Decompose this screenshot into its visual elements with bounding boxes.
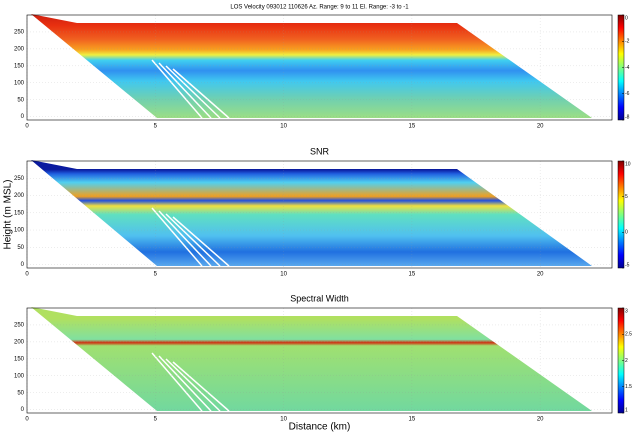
x-tick-label: 0 — [25, 417, 29, 423]
colorbar-label: 3 — [625, 308, 628, 314]
x-axis-label: Distance (km) — [289, 422, 351, 433]
y-tick-label: 100 — [14, 80, 25, 86]
y-tick-label: 200 — [14, 46, 25, 52]
y-tick-label: 250 — [14, 176, 25, 182]
y-tick-label: 150 — [14, 63, 25, 69]
colorbar-label: 1 — [625, 407, 628, 413]
y-tick-label: 50 — [17, 390, 24, 396]
y-tick-label: 0 — [21, 407, 25, 413]
panel-title: Spectral Width — [290, 293, 349, 303]
x-tick-label: 5 — [154, 124, 158, 130]
colorbar-label: 0 — [625, 15, 628, 21]
x-tick-label: 10 — [280, 417, 287, 423]
colorbar-label: -4 — [625, 65, 630, 71]
x-tick-label: 5 — [154, 272, 158, 278]
panel-title: LOS Velocity 093012 110626 Az. Range: 9 … — [230, 5, 409, 11]
panel-title: SNR — [310, 146, 330, 156]
x-tick-label: 15 — [409, 272, 416, 278]
figure: LOS Velocity 093012 110626 Az. Range: 9 … — [0, 0, 632, 434]
y-tick-label: 250 — [14, 323, 25, 329]
y-tick-label: 100 — [14, 373, 25, 379]
x-tick-label: 5 — [154, 417, 158, 423]
colorbar-label: -6 — [625, 91, 630, 97]
y-tick-label: 50 — [17, 245, 24, 251]
x-tick-label: 10 — [280, 272, 287, 278]
y-tick-label: 150 — [14, 356, 25, 362]
x-tick-label: 20 — [537, 272, 544, 278]
y-tick-label: 200 — [14, 193, 25, 199]
x-tick-label: 0 — [25, 272, 29, 278]
y-tick-label: 0 — [21, 262, 25, 268]
x-tick-label: 20 — [537, 124, 544, 130]
y-tick-label: 150 — [14, 210, 25, 216]
colorbar-label: 10 — [625, 161, 631, 167]
colorbar-label: 2.5 — [625, 332, 632, 338]
x-tick-label: 15 — [409, 124, 416, 130]
y-tick-label: 200 — [14, 339, 25, 345]
colorbar-label: 1.5 — [625, 384, 632, 390]
x-tick-label: 20 — [537, 417, 544, 423]
colorbar-label: 5 — [625, 194, 628, 200]
y-tick-label: 250 — [14, 30, 25, 36]
y-tick-label: 100 — [14, 228, 25, 234]
y-axis-label: Height (m MSL) — [3, 179, 14, 249]
colorbar-label: -5 — [625, 262, 630, 268]
x-tick-label: 15 — [409, 417, 416, 423]
colorbar — [618, 161, 624, 268]
x-tick-label: 10 — [280, 124, 287, 130]
y-tick-label: 50 — [17, 97, 24, 103]
y-tick-label: 0 — [21, 114, 25, 120]
colorbar-label: -2 — [625, 39, 630, 45]
colorbar-label: 2 — [625, 358, 628, 364]
colorbar-label: -8 — [625, 114, 630, 120]
colorbar-label: 0 — [625, 230, 628, 236]
x-tick-label: 0 — [25, 124, 29, 130]
